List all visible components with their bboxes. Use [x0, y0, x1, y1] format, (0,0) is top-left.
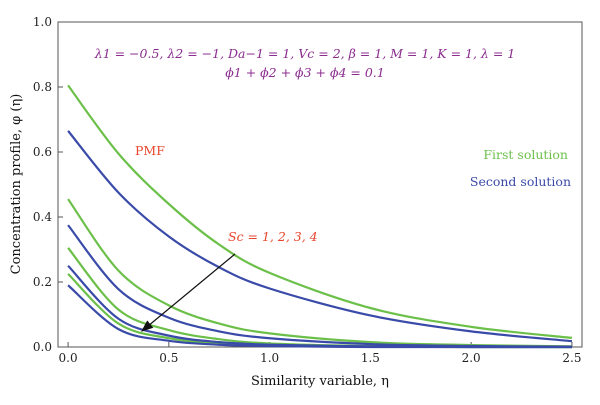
- series-lines: [67, 84, 573, 349]
- params-line-1: λ1 = −0.5, λ2 = −1, Da−1 = 1, Vc = 2, β …: [94, 46, 515, 61]
- ticks: 0.0 0.5 1.0 1.5 2.0 2.5 0.0 0.2 0.4 0.6 0.8 1.0: [33, 15, 582, 365]
- x-tick-label: 2.5: [562, 351, 581, 365]
- y-axis-title: Concentration profile, φ (η): [9, 94, 24, 275]
- first-solution-line-1: [67, 84, 573, 339]
- legend-first-solution: First solution: [483, 147, 568, 162]
- y-tick-label: 0.6: [33, 145, 52, 159]
- second-solution-line-4: [67, 284, 572, 349]
- x-tick-label: 0.5: [159, 351, 178, 365]
- x-axis-title: Similarity variable, η: [251, 374, 389, 389]
- sc-label: Sc = 1, 2, 3, 4: [228, 229, 318, 244]
- legend-second-solution: Second solution: [470, 174, 571, 189]
- y-tick-label: 0.8: [33, 80, 52, 94]
- x-tick-label: 0.0: [59, 351, 78, 365]
- x-tick-label: 2.0: [462, 351, 481, 365]
- pmf-label: PMF: [135, 143, 165, 158]
- first-solution-line-3: [67, 247, 572, 349]
- x-tick-label: 1.5: [361, 351, 380, 365]
- first-solution-line-4: [67, 273, 572, 349]
- y-tick-label: 1.0: [33, 15, 52, 29]
- y-tick-label: 0.0: [33, 340, 52, 354]
- y-tick-label: 0.4: [33, 210, 52, 224]
- y-tick-label: 0.2: [33, 275, 52, 289]
- second-solution-line-1: [67, 130, 573, 343]
- sc-arrow: [141, 253, 236, 332]
- x-tick-label: 1.0: [260, 351, 279, 365]
- second-solution-line-2: [67, 224, 572, 348]
- params-line-2: ϕ1 + ϕ2 + ϕ3 + ϕ4 = 0.1: [225, 65, 384, 80]
